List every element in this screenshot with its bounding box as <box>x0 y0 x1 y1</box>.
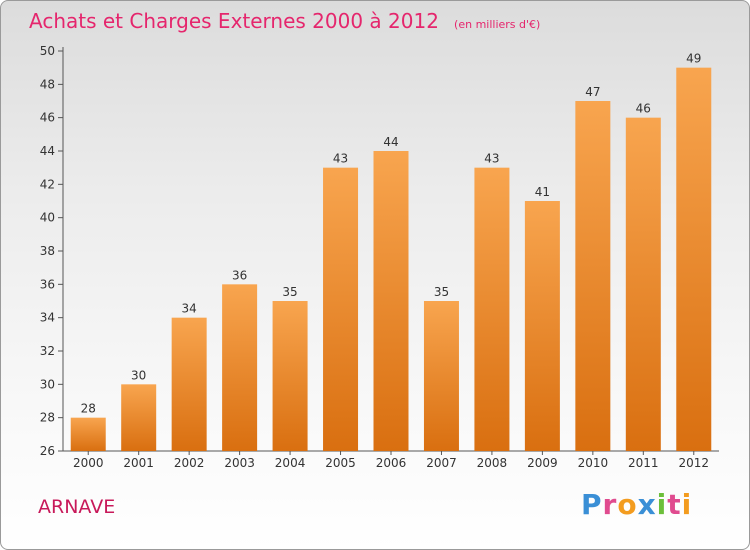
x-tick-label: 2011 <box>628 456 659 470</box>
logo-letter: r <box>602 488 618 521</box>
x-tick-label: 2001 <box>123 456 154 470</box>
x-tick-label: 2005 <box>325 456 356 470</box>
y-tick-label: 28 <box>40 411 55 425</box>
data-label: 41 <box>535 185 550 199</box>
y-tick-label: 40 <box>40 211 55 225</box>
bar <box>373 151 409 451</box>
data-label: 49 <box>686 52 701 66</box>
y-tick-label: 48 <box>40 77 55 91</box>
data-label: 43 <box>333 152 348 166</box>
bar <box>423 301 459 451</box>
x-tick-label: 2007 <box>426 456 457 470</box>
y-tick-label: 34 <box>40 311 55 325</box>
x-tick-label: 2009 <box>527 456 558 470</box>
data-label: 44 <box>383 135 398 149</box>
commune-name: ARNAVE <box>38 496 116 518</box>
proxiti-logo[interactable]: Proxiti <box>581 488 692 521</box>
y-tick-label: 32 <box>40 344 55 358</box>
data-label: 34 <box>182 302 197 316</box>
title-row: Achats et Charges Externes 2000 à 2012 (… <box>29 9 540 39</box>
x-tick-label: 2004 <box>275 456 306 470</box>
y-tick-label: 36 <box>40 277 55 291</box>
data-label: 35 <box>282 285 297 299</box>
y-tick-label: 26 <box>40 444 55 458</box>
y-tick-label: 30 <box>40 377 55 391</box>
data-label: 46 <box>636 102 651 116</box>
data-labels: 28 30 34 36 35 43 44 35 43 41 47 46 49 <box>81 52 702 416</box>
bar <box>575 101 611 451</box>
x-tick-label: 2002 <box>174 456 205 470</box>
x-tick-label: 2012 <box>678 456 709 470</box>
data-label: 35 <box>434 285 449 299</box>
data-label: 43 <box>484 152 499 166</box>
y-tick-label: 38 <box>40 244 55 258</box>
data-label: 36 <box>232 268 247 282</box>
logo-letter: i <box>681 488 693 521</box>
logo-letter: i <box>656 488 668 521</box>
y-tick-label: 50 <box>40 44 55 58</box>
bar <box>524 201 560 451</box>
bar <box>121 384 157 451</box>
y-tick-label: 44 <box>40 144 55 158</box>
logo-letter: t <box>667 488 682 521</box>
x-tick-label: 2008 <box>477 456 508 470</box>
y-tick-label: 46 <box>40 111 55 125</box>
bars <box>70 67 712 452</box>
bar <box>676 67 712 452</box>
x-tick-label: 2000 <box>73 456 104 470</box>
bar <box>272 301 308 451</box>
logo-letter: o <box>617 488 638 521</box>
x-tick-label: 2003 <box>224 456 255 470</box>
bar <box>171 317 207 451</box>
bar <box>323 167 359 451</box>
axes: 26 28 30 32 34 36 38 40 42 44 46 48 50 2000 2001 2002 20… <box>40 44 719 470</box>
bar <box>474 167 510 451</box>
data-label: 47 <box>585 85 600 99</box>
logo-letter: x <box>637 488 657 521</box>
data-label: 28 <box>81 402 96 416</box>
chart-title: Achats et Charges Externes 2000 à 2012 <box>29 9 439 33</box>
logo-letter: P <box>581 488 603 521</box>
x-tick-label: 2006 <box>376 456 407 470</box>
bar <box>222 284 258 451</box>
bar <box>625 117 661 452</box>
unit-note: (en milliers d'€) <box>454 18 541 31</box>
bar <box>70 417 106 451</box>
data-label: 30 <box>131 368 146 382</box>
y-tick-label: 42 <box>40 177 55 191</box>
x-tick-label: 2010 <box>578 456 609 470</box>
